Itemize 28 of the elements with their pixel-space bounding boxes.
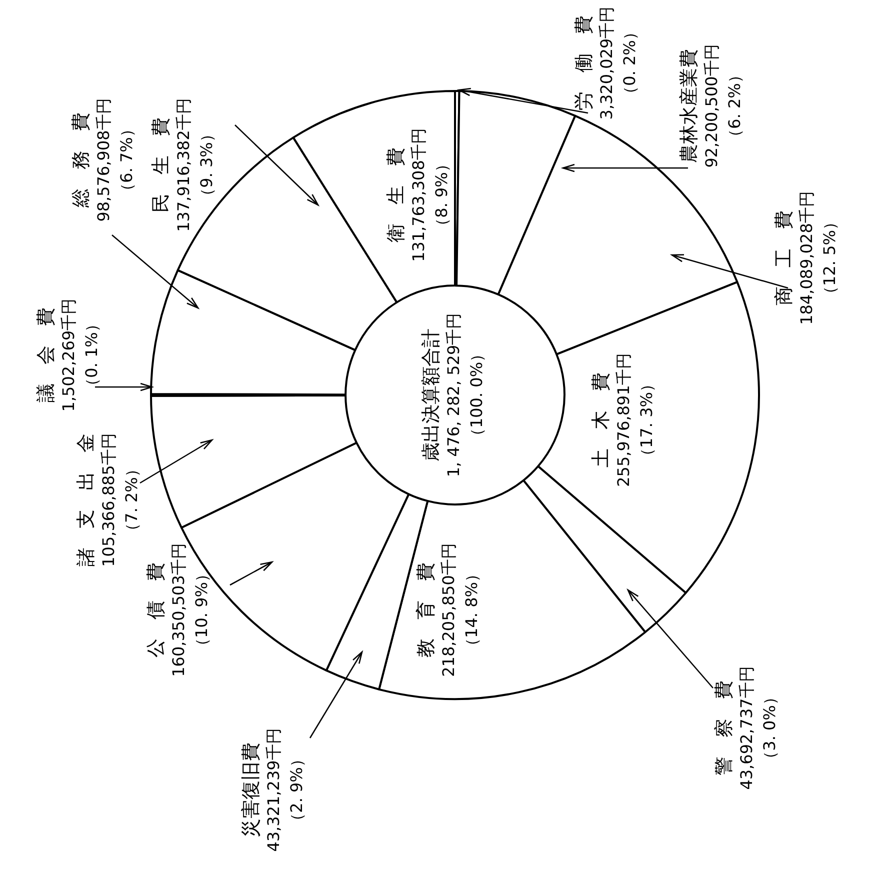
- data-label: 255,976,891千円（17. 3%）: [614, 353, 656, 487]
- data-label: 105,366,885千円（7. 2%）: [99, 433, 142, 567]
- slice-label: 教 育 費: [414, 562, 437, 658]
- slice-label: 農林水産業費: [678, 49, 700, 163]
- data-label: 160,350,503千円（10. 9%）: [169, 543, 212, 677]
- data-label: 1,502,269千円（0. 1%）: [59, 298, 102, 412]
- data-label: 137,916,382千円（9. 3%）: [174, 98, 216, 232]
- slice-label: 議 会 費: [34, 308, 57, 402]
- slice-label: 災害復旧費: [240, 742, 262, 838]
- slice-label: 諸 支 出 金: [74, 434, 97, 566]
- data-label: 218,205,850千円（14. 8%）: [439, 543, 482, 677]
- slice-label: 警 察 費: [712, 680, 735, 776]
- slice-label: 公 債 費: [144, 562, 167, 658]
- data-label: 3,320,029千円（0. 2%）: [597, 6, 640, 120]
- text: 歳出決算額合計: [420, 328, 442, 462]
- data-label: 184,089,028千円（12. 5%）: [797, 191, 840, 325]
- data-label: 92,200,500千円（6. 2%）: [702, 44, 744, 168]
- slice-label: 総 務 費: [70, 112, 92, 208]
- text: 1, 476, 282, 529千円（100. 0%）: [444, 312, 486, 478]
- slice-label: 労 働 費: [572, 16, 595, 110]
- data-label: 98,576,908千円（6. 7%）: [94, 98, 136, 222]
- data-label: 43,321,239千円（2. 9%）: [264, 728, 306, 852]
- slice-label: 土 木 費: [590, 372, 612, 468]
- slice-label: 衛 生 費: [384, 148, 407, 242]
- data-label: 43,692,737千円（3. 0%）: [737, 666, 780, 790]
- data-label: 131,763,308千円（8. 9%）: [409, 128, 452, 262]
- slice-label: 商 工 費: [772, 210, 795, 306]
- slice-label: 民 生 費: [150, 118, 172, 212]
